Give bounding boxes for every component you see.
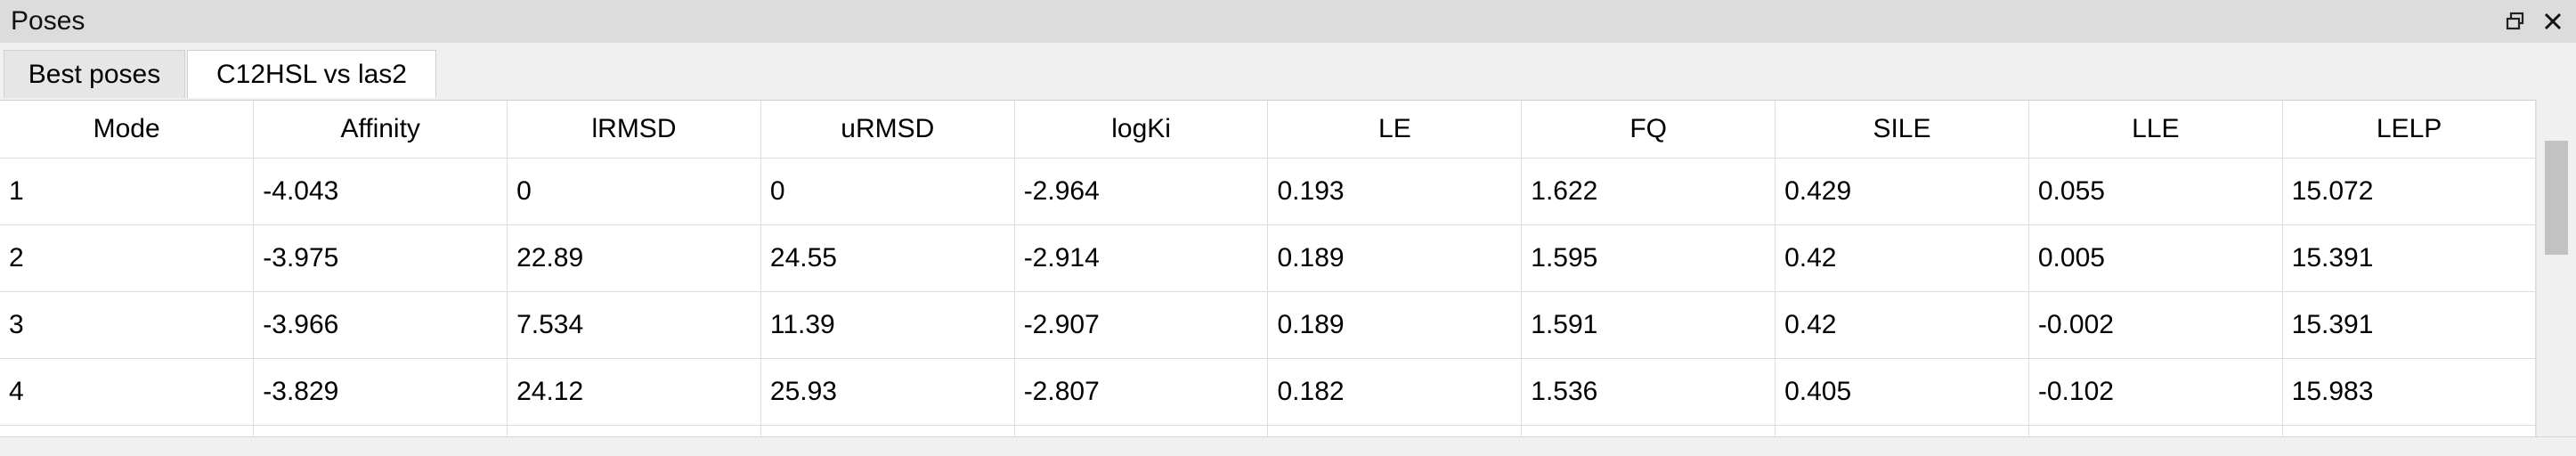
table-cell — [253, 425, 508, 437]
table-cell — [0, 425, 255, 437]
column-header-sile[interactable]: SILE — [1775, 101, 2029, 159]
column-header-urmsd[interactable]: uRMSD — [760, 101, 1015, 159]
table-cell: 22.89 — [507, 224, 761, 292]
table-header-row: Mode Affinity lRMSD uRMSD logKi LE FQ SI… — [0, 101, 2536, 159]
table-cell: -3.966 — [253, 291, 508, 359]
column-header-lrmsd[interactable]: lRMSD — [507, 101, 761, 159]
scrollbar-thumb[interactable] — [2545, 141, 2568, 255]
column-header-lle[interactable]: LLE — [2028, 101, 2283, 159]
table-cell: 4 — [0, 358, 255, 426]
table-cell: 1.595 — [1521, 224, 1776, 292]
table-cell: -2.964 — [1014, 158, 1269, 225]
table-cell: 25.93 — [760, 358, 1015, 426]
table-cell: 2 — [0, 224, 255, 292]
table-cell: -2.807 — [1014, 358, 1269, 426]
table-cell: 1.591 — [1521, 291, 1776, 359]
bottom-edge — [0, 436, 2576, 456]
table-cell: 0.005 — [2028, 224, 2283, 292]
table-cell: 24.55 — [760, 224, 1015, 292]
table-cell: 15.391 — [2282, 291, 2536, 359]
table-cell — [507, 425, 761, 437]
table-cell: 0.193 — [1267, 158, 1523, 225]
table-cell: 1 — [0, 158, 255, 225]
table-cell: 15.983 — [2282, 358, 2536, 426]
column-header-mode[interactable]: Mode — [0, 101, 255, 159]
table-cell: 0.42 — [1775, 224, 2029, 292]
table-cell — [760, 425, 1015, 437]
table-cell: -2.907 — [1014, 291, 1269, 359]
table-cell: 0.405 — [1775, 358, 2029, 426]
vertical-scrollbar[interactable] — [2536, 100, 2576, 436]
table-row-partial[interactable] — [0, 425, 2536, 437]
table-cell: 7.534 — [507, 291, 761, 359]
panel-title: Poses — [11, 6, 85, 36]
table-cell: 0.189 — [1267, 224, 1523, 292]
table-row[interactable]: 1 -4.043 0 0 -2.964 0.193 1.622 0.429 0.… — [0, 158, 2536, 225]
tab-c12hsl-vs-las2[interactable]: C12HSL vs las2 — [187, 50, 436, 98]
table-cell: 0.429 — [1775, 158, 2029, 225]
panel-title-bar: Poses — [0, 0, 2576, 44]
table-cell: 0.189 — [1267, 291, 1523, 359]
table-cell: 1.622 — [1521, 158, 1776, 225]
table-cell: 15.072 — [2282, 158, 2536, 225]
table-cell: 24.12 — [507, 358, 761, 426]
table-cell: 15.391 — [2282, 224, 2536, 292]
table-cell: -3.829 — [253, 358, 508, 426]
table-cell: -2.914 — [1014, 224, 1269, 292]
table-cell — [1775, 425, 2029, 437]
table-cell: 0 — [760, 158, 1015, 225]
tab-best-poses[interactable]: Best poses — [4, 50, 185, 98]
table-cell: 1.536 — [1521, 358, 1776, 426]
column-header-le[interactable]: LE — [1267, 101, 1523, 159]
tab-bar: Best poses C12HSL vs las2 — [0, 43, 2576, 98]
table-row[interactable]: 3 -3.966 7.534 11.39 -2.907 0.189 1.591 … — [0, 291, 2536, 359]
table-cell: -3.975 — [253, 224, 508, 292]
table-cell: 0.42 — [1775, 291, 2029, 359]
restore-window-button[interactable] — [2499, 7, 2531, 36]
table-cell — [1267, 425, 1523, 437]
restore-window-icon — [2506, 12, 2524, 30]
table-cell: 0 — [507, 158, 761, 225]
table-cell: 11.39 — [760, 291, 1015, 359]
close-panel-button[interactable] — [2537, 7, 2569, 36]
table-cell: 0.055 — [2028, 158, 2283, 225]
table-cell — [2282, 425, 2536, 437]
close-icon — [2544, 12, 2562, 30]
table-cell: 3 — [0, 291, 255, 359]
table-cell — [1521, 425, 1776, 437]
column-header-lelp[interactable]: LELP — [2282, 101, 2536, 159]
table-row[interactable]: 2 -3.975 22.89 24.55 -2.914 0.189 1.595 … — [0, 224, 2536, 292]
poses-table: Mode Affinity lRMSD uRMSD logKi LE FQ SI… — [0, 100, 2536, 437]
table-cell: -0.102 — [2028, 358, 2283, 426]
table-cell: -0.002 — [2028, 291, 2283, 359]
table-cell — [2028, 425, 2283, 437]
column-header-fq[interactable]: FQ — [1521, 101, 1776, 159]
table-row[interactable]: 4 -3.829 24.12 25.93 -2.807 0.182 1.536 … — [0, 358, 2536, 426]
table-cell — [1014, 425, 1269, 437]
table-cell: 0.182 — [1267, 358, 1523, 426]
table-cell: -4.043 — [253, 158, 508, 225]
column-header-affinity[interactable]: Affinity — [253, 101, 508, 159]
column-header-logki[interactable]: logKi — [1014, 101, 1269, 159]
